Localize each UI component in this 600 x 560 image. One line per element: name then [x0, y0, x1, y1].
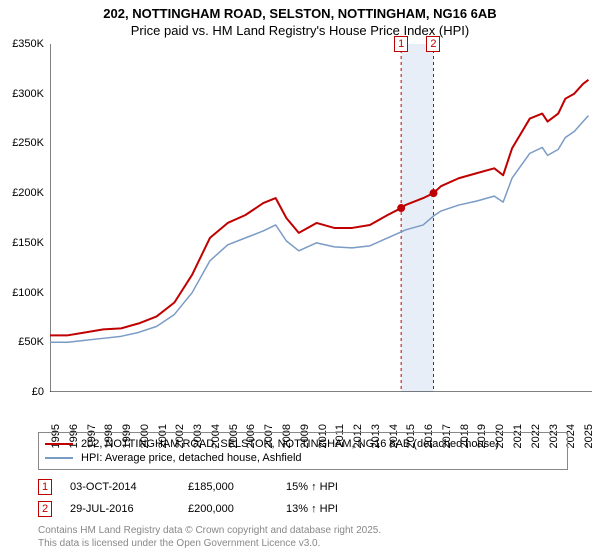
y-tick-label: £300K — [12, 88, 44, 100]
sale-marker-tag: 1 — [394, 36, 408, 52]
legend-row: 202, NOTTINGHAM ROAD, SELSTON, NOTTINGHA… — [45, 437, 561, 451]
sale-row: 2 29-JUL-2016 £200,000 13% ↑ HPI — [38, 498, 568, 520]
footer-line1: Contains HM Land Registry data © Crown c… — [38, 524, 381, 537]
sale-price: £185,000 — [188, 481, 268, 493]
y-tick-label: £250K — [12, 137, 44, 149]
y-tick-label: £150K — [12, 237, 44, 249]
legend-label: HPI: Average price, detached house, Ashf… — [81, 452, 302, 464]
legend-box: 202, NOTTINGHAM ROAD, SELSTON, NOTTINGHA… — [38, 432, 568, 470]
legend-label: 202, NOTTINGHAM ROAD, SELSTON, NOTTINGHA… — [81, 438, 499, 450]
y-tick-label: £0 — [32, 386, 44, 398]
x-tick-label: 2025 — [583, 424, 595, 448]
y-tick-label: £50K — [18, 336, 44, 348]
sale-hpi-change: 15% ↑ HPI — [286, 481, 376, 493]
sale-hpi-change: 13% ↑ HPI — [286, 503, 376, 515]
sale-marker-number: 1 — [38, 479, 52, 495]
x-axis-labels: 1995199619971998199920002001200220032004… — [50, 394, 592, 434]
sale-rows: 1 03-OCT-2014 £185,000 15% ↑ HPI 2 29-JUL-201… — [38, 476, 568, 520]
plot-area — [50, 44, 592, 392]
sale-marker-tag: 2 — [426, 36, 440, 52]
legend-swatch — [45, 443, 73, 445]
title-subtitle: Price paid vs. HM Land Registry's House … — [0, 23, 600, 40]
title-block: 202, NOTTINGHAM ROAD, SELSTON, NOTTINGHA… — [0, 0, 600, 40]
sale-row: 1 03-OCT-2014 £185,000 15% ↑ HPI — [38, 476, 568, 498]
y-axis-labels: £0£50K£100K£150K£200K£250K£300K£350K — [0, 44, 48, 392]
legend-swatch — [45, 457, 73, 459]
y-tick-label: £200K — [12, 187, 44, 199]
y-tick-label: £350K — [12, 38, 44, 50]
title-address: 202, NOTTINGHAM ROAD, SELSTON, NOTTINGHA… — [0, 6, 600, 23]
footer-line2: This data is licensed under the Open Gov… — [38, 537, 381, 550]
sale-marker-number: 2 — [38, 501, 52, 517]
sale-date: 03-OCT-2014 — [70, 481, 170, 493]
y-tick-label: £100K — [12, 287, 44, 299]
legend-row: HPI: Average price, detached house, Ashf… — [45, 451, 561, 465]
chart-svg — [50, 44, 592, 392]
chart-container: 202, NOTTINGHAM ROAD, SELSTON, NOTTINGHA… — [0, 0, 600, 560]
sale-price: £200,000 — [188, 503, 268, 515]
sale-date: 29-JUL-2016 — [70, 503, 170, 515]
footer-attribution: Contains HM Land Registry data © Crown c… — [38, 524, 381, 550]
